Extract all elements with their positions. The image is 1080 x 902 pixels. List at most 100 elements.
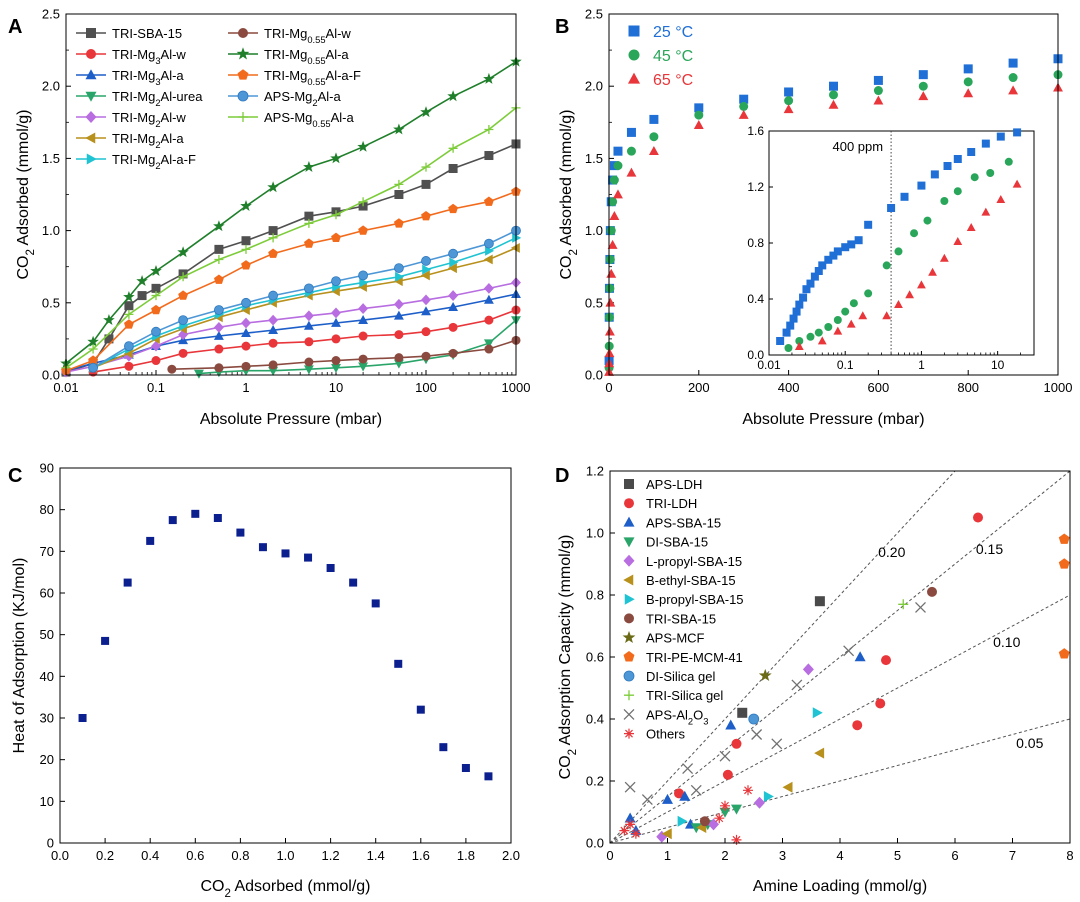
panel-d-x-tick-label: 0 [606, 848, 613, 863]
panel-d-series-tri-silica-gel [898, 599, 909, 610]
panel-b-inset-point-25-c [841, 243, 850, 252]
panel-a-point-aps-mg0-55al-a [421, 162, 431, 172]
panel-b-point-25-c [829, 81, 838, 91]
panel-a-point-aps-mg0-55al-a [331, 210, 341, 220]
legend-label: DI-Silica gel [646, 669, 715, 684]
panel-a-point-tri-mg0-55al-a [87, 335, 99, 347]
panel-b-y-tick-label: 1.0 [585, 223, 603, 238]
panel-d-series-tri-sba-15 [699, 586, 937, 827]
panel-d-ref-line-0-05 [609, 718, 1071, 844]
panel-b-inset-series-45-c [784, 157, 1013, 352]
panel-a-point-tri-mg0-55al-w [241, 361, 251, 371]
panel-b-point-65-c [606, 268, 617, 278]
panel-a-point-tri-mg2al-w [178, 329, 189, 340]
panel-d-y-tick-label: 0.8 [586, 588, 604, 603]
panel-a-point-tri-mg0-55al-a [303, 160, 315, 172]
panel-b-inset-series-65-c [794, 179, 1022, 350]
panel-b-legend-item-65-c: 65 °C [627, 72, 693, 89]
panel-b-inset-point-45-c [986, 169, 995, 177]
panel-c-x-tick-label: 1.8 [457, 848, 475, 863]
panel-d-point-others [630, 828, 641, 839]
panel-c-y-tick-label: 30 [40, 711, 54, 726]
legend-marker [628, 25, 640, 37]
panel-a-point-tri-mg0-55al-a [357, 140, 369, 152]
panel-d-point-di-silica-gel [748, 713, 760, 725]
panel-a-point-tri-sba-15 [484, 151, 494, 161]
panel-a-point-tri-mg0-55al-w [331, 356, 341, 366]
panel-b-point-65-c [607, 239, 618, 249]
panel-b-y-tick-label: 0.0 [585, 368, 603, 383]
panel-b-inset-point-65-c [953, 237, 963, 245]
panel-a-y-tick-label: 0.5 [42, 295, 60, 310]
panel-a-point-tri-mg0-55al-a-f [123, 319, 134, 329]
panel-c-point [236, 528, 245, 537]
panel-d-legend-item-di-sba-15: DI-SBA-15 [623, 535, 708, 550]
panel-b-point-45-c [694, 110, 704, 120]
panel-a-point-tri-mg2al-a-f [485, 245, 495, 256]
panel-a-point-tri-mg2al-w [393, 298, 404, 310]
panel-d-ref-label-0-15: 0.15 [976, 541, 1003, 557]
panel-a-point-tri-mg0-55al-a [483, 72, 495, 84]
panel-d-point-tri-silica-gel [898, 599, 909, 610]
panel-a-point-tri-mg0-55al-a-f [393, 218, 404, 228]
panel-c-point [101, 636, 110, 645]
panel-a-line-tri-mg3al-a [65, 293, 517, 372]
legend-marker [624, 593, 635, 605]
panel-a-x-tick-label: 100 [415, 380, 437, 395]
legend-marker [623, 537, 635, 548]
panel-a-point-aps-mg2al-a [241, 297, 251, 308]
panel-d-point-tri-ldh [722, 769, 733, 780]
legend-marker [238, 112, 248, 122]
panel-a-point-tri-mg2al-w [151, 340, 161, 352]
panel-d-point-di-sba-15 [731, 804, 742, 815]
panel-a-point-tri-mg0-55al-a [123, 290, 135, 302]
panel-c-point [461, 764, 470, 772]
panel-b-y-tick-label: 2.5 [585, 7, 603, 22]
panel-a-plot-frame [65, 13, 517, 376]
panel-b-inset-point-25-c [795, 300, 804, 309]
panel-b-point-45-c [1008, 73, 1018, 83]
panel-b-inset-point-25-c [930, 170, 939, 179]
panel-d-point-others [743, 785, 753, 796]
panel-a-point-tri-mg2al-a-f [512, 232, 522, 243]
panel-a-point-tri-mg0-55al-w [167, 364, 177, 374]
panel-a-point-tri-mg0-55al-a-f [213, 274, 224, 284]
panel-b-point-65-c [613, 189, 623, 199]
panel-c-y-axis-label: Heat of Adsorption (KJ/mol) [11, 558, 28, 754]
panel-c-point [78, 714, 87, 722]
panel-a-point-tri-mg0-55al-a [240, 199, 252, 211]
legend-label: APS-Mg2​Al-a [264, 89, 341, 108]
panel-a-point-tri-mg2al-urea [483, 339, 494, 349]
legend-label: APS-LDH [646, 477, 702, 492]
panel-a-point-tri-mg3al-w [178, 348, 188, 358]
panel-a-point-tri-mg3al-w [358, 331, 368, 341]
panel-d-legend-item-aps-al2o3: APS-Al2O3 [623, 707, 708, 726]
panel-d-legend-item-b-ethyl-sba-15: B-ethyl-SBA-15 [623, 573, 736, 588]
panel-a-point-aps-mg0-55al-a [304, 218, 314, 228]
panel-d-y-tick-label: 0.0 [586, 836, 604, 851]
panel-a-point-tri-mg0-55al-a [213, 220, 225, 232]
panel-d-ref-label-0-20: 0.20 [878, 544, 905, 560]
legend-marker [623, 670, 635, 682]
panel-c-plot-frame [59, 467, 512, 844]
panel-d-point-l-propyl-sba-15 [802, 663, 814, 676]
panel-label-c: C [8, 465, 22, 487]
panel-b-y-axis-label: CO2​ Adsorbed (mmol/g) [558, 109, 580, 279]
panel-d-x-axis-label: Amine Loading (mmol/g) [753, 878, 927, 895]
panel-b-point-45-c [873, 86, 883, 96]
legend-label: 65 °C [653, 72, 693, 89]
panel-b-point-65-c [693, 120, 704, 130]
panel-a-point-aps-mg0-55al-a [124, 309, 134, 319]
panel-b-inset-point-25-c [786, 321, 795, 330]
panel-a-legend-item-aps-mg2al-a: APS-Mg2​Al-a [228, 89, 341, 108]
panel-b-inset-point-45-c [940, 197, 949, 205]
panel-b-inset-x-tick-label: 0.1 [837, 358, 854, 372]
panel-d-point-b-propyl-sba-15 [763, 791, 774, 802]
panel-b-inset-point-65-c [981, 207, 991, 216]
panel-a-point-tri-mg0-55al-a [267, 181, 279, 193]
panel-b-inset-point-25-c [792, 307, 801, 316]
legend-marker [623, 516, 635, 527]
panel-b-inset-point-45-c [784, 344, 793, 352]
panel-a-point-tri-mg3al-a [303, 320, 314, 330]
panel-d-point-b-ethyl-sba-15 [782, 781, 793, 793]
